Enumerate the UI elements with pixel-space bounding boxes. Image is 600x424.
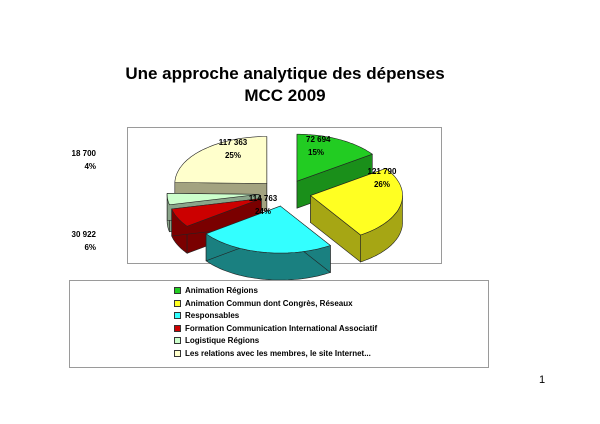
chart-title-line2: MCC 2009 xyxy=(244,86,326,105)
legend-swatch-5 xyxy=(174,349,181,357)
legend-item-2: Responsables xyxy=(174,311,239,320)
slice-1 xyxy=(309,168,403,236)
legend-label-3: Formation Communication International As… xyxy=(185,323,378,333)
legend-label-5: Les relations avec les membres, le site … xyxy=(185,348,371,358)
data-label-value-1: 121 790 xyxy=(368,167,397,176)
legend-item-3: Formation Communication International As… xyxy=(174,324,377,333)
data-label-value-2: 114 763 xyxy=(249,194,278,203)
slice-4 xyxy=(166,192,260,206)
data-label-percent-1: 26% xyxy=(374,180,390,189)
slice-0 xyxy=(296,133,373,182)
data-label-value-5: 117 363 xyxy=(219,138,248,147)
legend-swatch-2 xyxy=(174,312,181,320)
legend-label-1: Animation Commun dont Congrès, Réseaux xyxy=(185,298,353,308)
data-label-percent-5: 25% xyxy=(225,151,241,160)
legend-label-2: Responsables xyxy=(185,311,240,320)
slice-5 xyxy=(174,136,268,184)
legend-swatch-0 xyxy=(174,287,181,295)
slice-2 xyxy=(205,205,332,254)
pie-tops xyxy=(166,133,403,254)
legend-item-5: Les relations avec les membres, le site … xyxy=(174,349,371,358)
legend-item-4: Logistique Régions xyxy=(174,336,259,345)
legend-swatch-3 xyxy=(174,324,181,332)
data-label-value-3: 30 922 xyxy=(72,230,97,239)
legend-swatch-1 xyxy=(174,299,181,307)
legend-swatch-4 xyxy=(174,337,181,345)
legend: Animation Régions Animation Commun dont C… xyxy=(69,280,489,368)
data-label-percent-2: 24% xyxy=(255,207,271,216)
legend-item-0: Animation Régions xyxy=(174,286,258,295)
data-label-percent-0: 15% xyxy=(308,148,324,157)
legend-label-4: Logistique Régions xyxy=(185,336,260,345)
data-label-value-4: 18 700 xyxy=(72,149,97,158)
data-label-value-0: 72 694 xyxy=(306,135,331,144)
legend-label-0: Animation Régions xyxy=(185,286,258,295)
page-number: 1 xyxy=(539,374,546,386)
legend-item-1: Animation Commun dont Congrès, Réseaux xyxy=(174,299,353,308)
chart-title-line1: Une approche analytique des dépenses xyxy=(125,64,445,83)
slice-3 xyxy=(171,198,262,227)
data-label-percent-3: 6% xyxy=(84,243,96,252)
data-label-percent-4: 4% xyxy=(84,162,96,171)
